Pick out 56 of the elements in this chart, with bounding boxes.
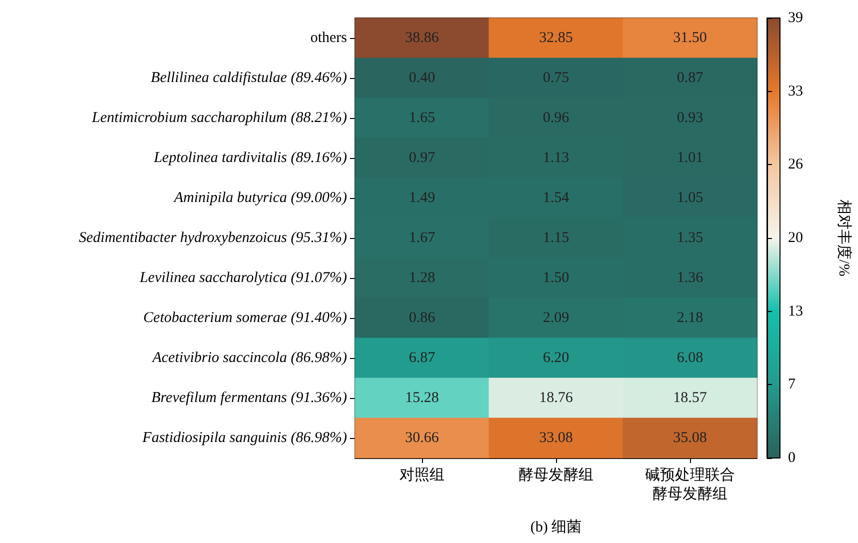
data-label: 6.20 — [542, 350, 570, 366]
x-axis-title: (b) 细菌 — [530, 518, 582, 536]
y-tick-label: Cetobacterium somerae (91.40%) — [143, 310, 347, 326]
data-label: 2.18 — [676, 310, 704, 326]
color-bar-label: 13 — [788, 303, 803, 320]
data-label: 1.50 — [542, 270, 570, 286]
data-label: 1.05 — [676, 190, 704, 206]
data-label: 6.08 — [676, 350, 704, 366]
data-label: 18.76 — [539, 390, 574, 406]
data-label: 0.40 — [408, 70, 436, 86]
data-label: 1.54 — [542, 190, 570, 206]
x-tick-label: 碱预处理联合酵母发酵组 — [645, 466, 735, 502]
x-tick-label: 对照组 — [400, 466, 444, 484]
data-label: 38.86 — [405, 30, 440, 46]
data-label: 2.09 — [542, 310, 570, 326]
y-tick-label: Aminipila butyrica (99.00%) — [173, 190, 347, 206]
y-tick-label: Fastidiosipila sanguinis (86.98%) — [141, 430, 347, 446]
data-label: 31.50 — [673, 30, 707, 46]
y-tick-label: others — [310, 30, 348, 46]
y-tick-label: Acetivibrio saccincola (86.98%) — [151, 350, 347, 366]
data-label: 1.35 — [676, 230, 704, 246]
color-bar-label: 26 — [788, 156, 804, 173]
data-label: 1.13 — [542, 150, 570, 166]
y-tick-label: Sedimentibacter hydroxybenzoicus (95.31%) — [78, 230, 347, 246]
data-label: 1.36 — [676, 270, 704, 286]
color-bar-label: 0 — [788, 450, 796, 466]
data-label: 15.28 — [405, 390, 439, 406]
data-label: 33.08 — [539, 430, 573, 446]
y-tick-label: Leptolinea tardivitalis (89.16%) — [152, 150, 347, 166]
color-bar-title: 相对丰度/% — [836, 200, 852, 276]
data-label: 1.28 — [408, 270, 436, 286]
y-tick-label: Levilinea saccharolytica (91.07%) — [138, 270, 347, 286]
data-label: 6.87 — [408, 350, 436, 366]
data-label: 32.85 — [539, 30, 573, 46]
data-label: 35.08 — [673, 430, 707, 446]
data-label: 0.97 — [408, 150, 436, 166]
data-label: 0.93 — [676, 110, 704, 126]
data-label: 1.01 — [676, 150, 704, 166]
data-label: 1.15 — [542, 230, 570, 246]
data-label: 0.86 — [408, 310, 436, 326]
y-tick-label: Bellilinea caldifistulae (89.46%) — [150, 70, 347, 86]
color-bar-label: 7 — [788, 376, 796, 393]
data-label: 1.49 — [408, 190, 436, 206]
y-tick-label: Brevefilum fermentans (91.36%) — [151, 390, 347, 406]
data-label: 1.67 — [408, 230, 436, 246]
data-label: 18.57 — [673, 390, 708, 406]
data-label: 0.87 — [676, 70, 704, 86]
data-label: 1.65 — [408, 110, 436, 126]
y-tick-label: Lentimicrobium saccharophilum (88.21%) — [90, 110, 347, 126]
x-tick-label: 酵母发酵组 — [518, 466, 594, 484]
color-bar-label: 39 — [788, 10, 803, 26]
color-bar-label: 33 — [788, 83, 803, 100]
data-label: 0.96 — [542, 110, 570, 126]
data-label: 30.66 — [405, 430, 440, 446]
data-label: 0.75 — [542, 70, 570, 86]
color-bar-label: 20 — [788, 230, 803, 246]
